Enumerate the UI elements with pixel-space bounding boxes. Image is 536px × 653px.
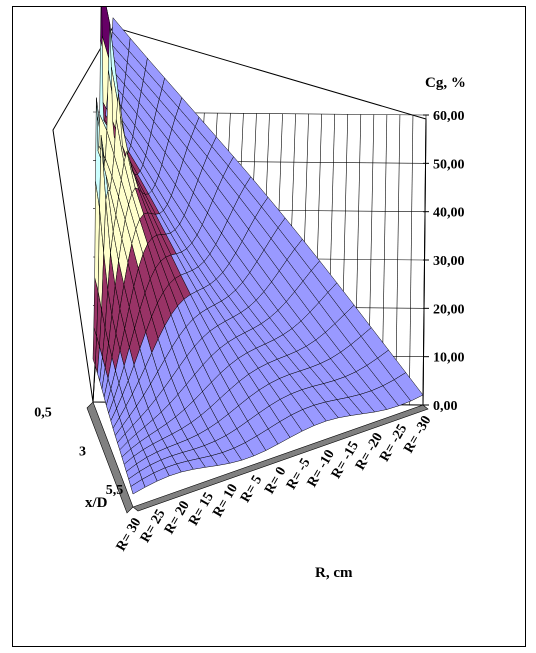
chart-floor [86,401,429,514]
chart-frame: 0,00 10,00 20,00 30,00 40,00 50,00 60,00 R= 30 R… [12,6,526,647]
xd-tick-label: 5,5 [106,483,124,498]
z-tick-label: 30,00 [433,254,465,269]
xd-tick-label: 3 [79,444,86,459]
z-tick-label: 60,00 [433,109,465,124]
z-axis-label: Cg, % [425,75,466,91]
floor-strip [132,404,429,512]
z-tick-label: 50,00 [433,157,465,172]
z-tick-label: 10,00 [433,351,465,366]
z-axis-line [422,118,427,406]
floor-side-strip [86,401,134,514]
z-tick-label: 20,00 [433,302,465,317]
surface-plot [92,7,424,495]
z-tick-label: 40,00 [433,206,465,221]
x-axis-label: R, cm [315,565,353,581]
y-axis-label: x/D [85,495,108,511]
xd-tick-label: 0,5 [34,405,52,420]
z-tick-label: 0,00 [433,399,458,414]
